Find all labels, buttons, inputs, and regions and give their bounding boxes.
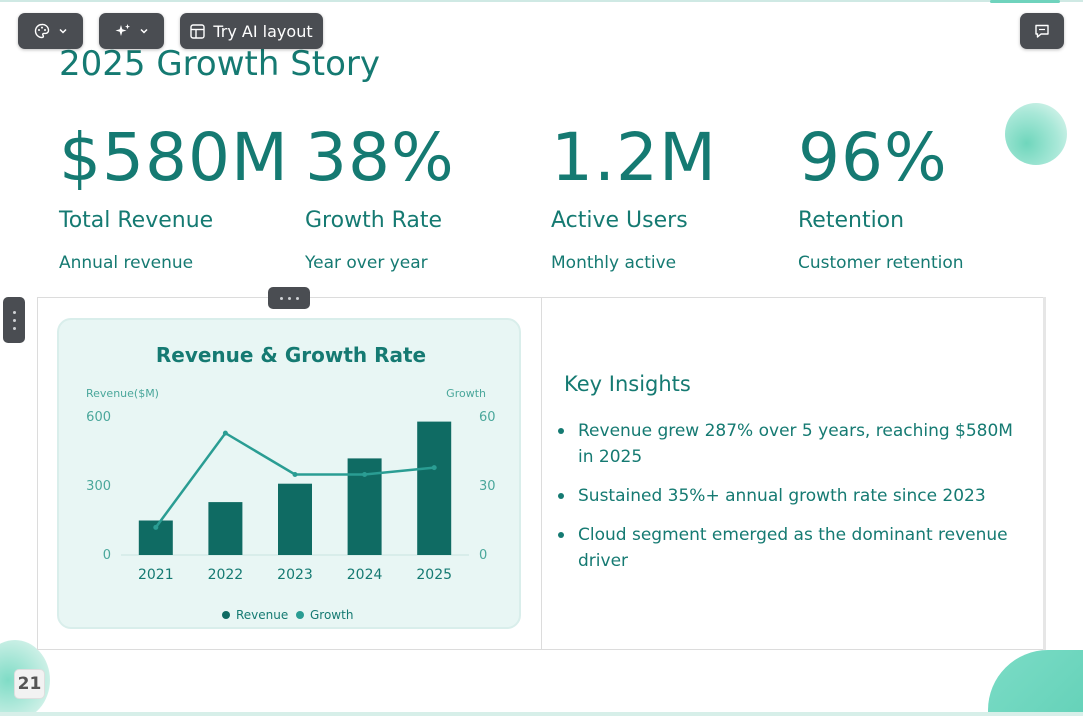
legend-revenue-label: Revenue — [236, 608, 288, 622]
legend-revenue-dot — [222, 611, 230, 619]
stat-sub: Year over year — [305, 253, 428, 273]
stat-block[interactable]: 38% Growth Rate Year over year — [305, 119, 545, 274]
x-tick-label: 2021 — [138, 567, 174, 583]
decor-bottom-right — [988, 650, 1083, 716]
chart-legend: Revenue Growth — [222, 608, 353, 622]
comment-icon — [1035, 24, 1049, 38]
chevron-down-icon — [58, 28, 67, 34]
y-right-tick-label: 30 — [479, 479, 496, 494]
decor-circle — [1005, 103, 1067, 165]
scrollbar[interactable] — [1043, 297, 1046, 650]
stat-value: 96% — [798, 119, 948, 196]
chevron-down-icon — [139, 28, 148, 34]
drag-handle-vertical[interactable] — [3, 297, 25, 343]
stat-sub: Monthly active — [551, 253, 677, 273]
y-right-tick-label: 60 — [479, 410, 496, 425]
decor-top-accent — [990, 0, 1060, 3]
try-ai-layout-label: Try AI layout — [213, 21, 313, 41]
stat-label: Total Revenue — [59, 208, 214, 233]
revenue-bar — [417, 421, 452, 555]
y-left-axis-label: Revenue($M) — [86, 387, 159, 400]
revenue-growth-chart: Revenue & Growth Rate Revenue($M) Growth… — [86, 343, 496, 622]
drag-handle-horizontal[interactable] — [268, 287, 310, 309]
growth-point — [153, 524, 159, 530]
stat-label: Active Users — [551, 208, 688, 233]
x-tick-label: 2025 — [416, 567, 452, 583]
stat-block[interactable]: $580M Total Revenue Annual revenue — [59, 119, 299, 274]
slide-title[interactable]: 2025 Growth Story — [59, 44, 381, 84]
stat-value: 38% — [305, 119, 455, 196]
insight-item: Revenue grew 287% over 5 years, reaching… — [558, 418, 1030, 470]
y-left-tick-label: 300 — [86, 479, 111, 494]
chart-card[interactable]: Revenue & Growth Rate Revenue($M) Growth… — [57, 318, 521, 629]
bottom-border — [0, 712, 1083, 716]
y-right-tick-label: 0 — [479, 548, 487, 563]
column-divider — [541, 297, 542, 650]
y-right-axis-label: Growth — [446, 387, 486, 400]
try-ai-layout-button[interactable]: Try AI layout — [180, 13, 323, 49]
insight-item: Cloud segment emerged as the dominant re… — [558, 522, 1030, 574]
stat-block[interactable]: 1.2M Active Users Monthly active — [551, 119, 791, 274]
insights-list[interactable]: Revenue grew 287% over 5 years, reaching… — [558, 418, 1030, 587]
chart-title: Revenue & Growth Rate — [156, 343, 426, 367]
growth-point — [431, 465, 437, 471]
x-tick-label: 2024 — [347, 567, 383, 583]
stat-label: Retention — [798, 208, 905, 233]
magic-button[interactable] — [99, 13, 164, 49]
page-number[interactable]: 21 — [14, 669, 45, 699]
layout-icon — [190, 23, 206, 39]
legend-growth-label: Growth — [310, 608, 353, 622]
growth-point — [362, 472, 368, 477]
stat-sub: Annual revenue — [59, 253, 194, 273]
insight-item: Sustained 35%+ annual growth rate since … — [558, 483, 1030, 509]
revenue-bar — [278, 483, 312, 555]
revenue-bar — [208, 502, 243, 555]
y-left-tick-label: 0 — [103, 548, 111, 563]
theme-button[interactable] — [18, 13, 83, 49]
insights-title[interactable]: Key Insights — [564, 372, 691, 396]
growth-point — [222, 430, 228, 436]
stat-sub: Customer retention — [798, 253, 964, 273]
palette-icon — [34, 23, 49, 39]
stat-value: $580M — [59, 119, 289, 196]
y-left-tick-label: 600 — [86, 410, 111, 425]
top-border — [0, 0, 1083, 2]
stat-label: Growth Rate — [305, 208, 443, 233]
stat-value: 1.2M — [551, 119, 717, 196]
stat-block[interactable]: 96% Retention Customer retention — [798, 119, 1038, 274]
x-tick-label: 2023 — [277, 567, 313, 583]
growth-point — [292, 472, 298, 477]
legend-growth-dot — [296, 611, 304, 619]
comments-button[interactable] — [1020, 13, 1064, 49]
sparkles-icon — [115, 24, 130, 36]
x-tick-label: 2022 — [208, 567, 244, 583]
